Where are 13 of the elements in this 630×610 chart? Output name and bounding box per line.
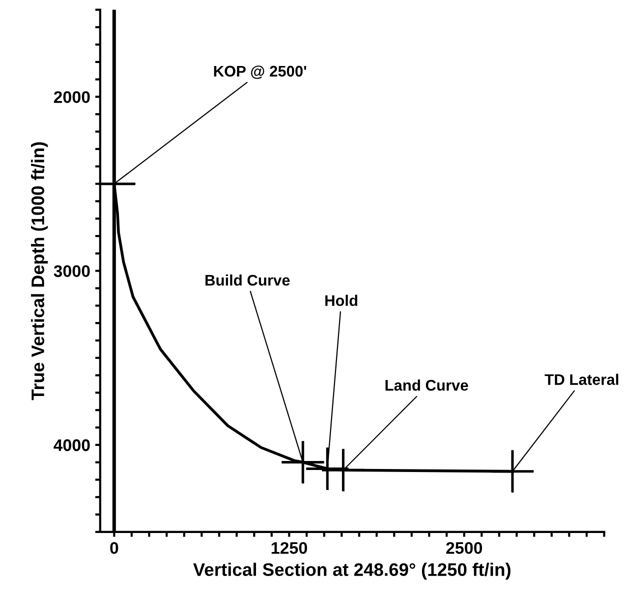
annotation: Hold bbox=[325, 294, 358, 306]
x-tick-label: 1250 bbox=[272, 542, 308, 554]
x-tick-label: 2500 bbox=[446, 542, 482, 554]
annotation: KOP @ 2500' bbox=[214, 66, 306, 79]
annotation: Land Curve bbox=[386, 380, 468, 391]
y-tick-label: 2000 bbox=[54, 91, 90, 103]
x-axis-title: Vertical Section at 248.69° (1250 ft/in) bbox=[193, 562, 510, 580]
y-tick-label: 3000 bbox=[54, 265, 90, 278]
annotation: Build Curve bbox=[205, 274, 290, 286]
y-axis-title: True Vertical Depth (1000 ft/in) bbox=[30, 142, 48, 400]
y-tick-label: 4000 bbox=[54, 439, 90, 452]
x-tick-label: 0 bbox=[110, 542, 118, 554]
annotation: TD Lateral bbox=[544, 374, 618, 385]
